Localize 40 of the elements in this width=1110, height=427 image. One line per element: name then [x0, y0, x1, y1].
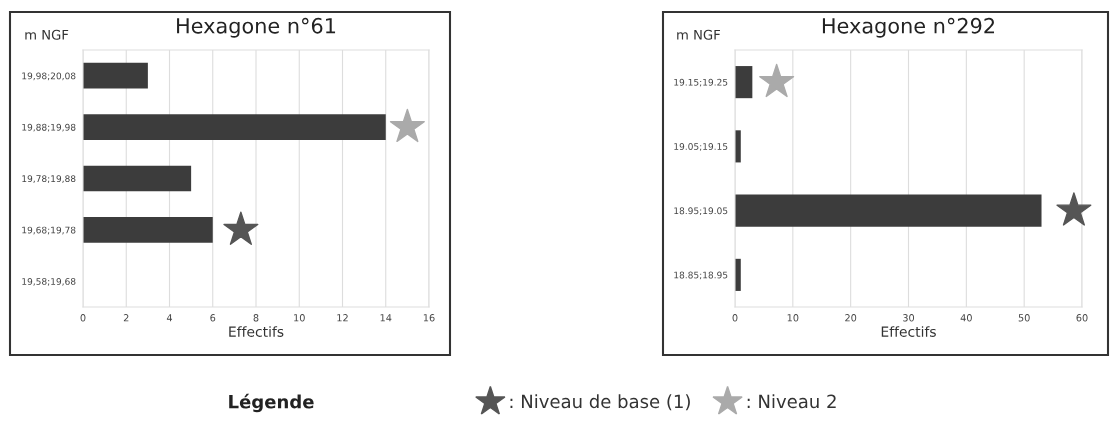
bar — [735, 194, 1042, 227]
y-axis-title: m NGF — [25, 29, 69, 40]
bar — [83, 165, 192, 192]
x-tick-label: 60 — [1076, 314, 1088, 322]
x-tick-label: 6 — [210, 314, 216, 322]
y-axis-title: m NGF — [677, 29, 720, 40]
x-tick-label: 40 — [960, 314, 972, 322]
chart-title: Hexagone n°61 — [177, 17, 336, 38]
x-axis-title: Effectifs — [229, 326, 284, 337]
y-tick-label: 19,68;19,78 — [22, 226, 76, 235]
x-tick-label: 30 — [903, 314, 915, 322]
bar — [83, 217, 213, 243]
bar — [83, 114, 386, 140]
y-tick-label: 19,88;19,98 — [22, 123, 76, 132]
x-axis-title: Effectifs — [881, 326, 936, 337]
x-tick-label: 4 — [166, 314, 173, 322]
y-tick-label: 19.05;19.15 — [674, 143, 728, 151]
x-tick-label: 8 — [253, 314, 259, 322]
x-tick-label: 50 — [1018, 314, 1030, 322]
y-tick-label: 19,58;19,68 — [22, 278, 76, 286]
y-tick-label: 18.85;18.95 — [674, 271, 728, 280]
x-tick-label: 2 — [123, 314, 129, 322]
bar — [83, 62, 148, 89]
x-tick-label: 12 — [337, 314, 348, 322]
y-tick-label: 19.15;19.25 — [674, 78, 728, 87]
y-tick-label: 18.95;19.05 — [674, 207, 728, 216]
x-tick-label: 10 — [294, 314, 305, 322]
legend-title: Légende — [229, 393, 314, 413]
x-tick-label: 16 — [423, 314, 435, 322]
x-tick-label: 10 — [787, 314, 799, 322]
y-tick-label: 19,78;19,88 — [22, 175, 76, 183]
chart-title: Hexagone n°292 — [822, 17, 995, 38]
legend-label: : Niveau de base (1) — [510, 394, 690, 411]
legend-label: : Niveau 2 — [747, 394, 836, 409]
x-tick-label: 20 — [845, 314, 857, 322]
bar — [735, 66, 753, 99]
x-tick-label: 0 — [80, 314, 86, 322]
x-tick-label: 0 — [732, 314, 738, 322]
x-tick-label: 14 — [380, 314, 392, 322]
y-tick-label: 19,98;20,08 — [22, 72, 76, 81]
